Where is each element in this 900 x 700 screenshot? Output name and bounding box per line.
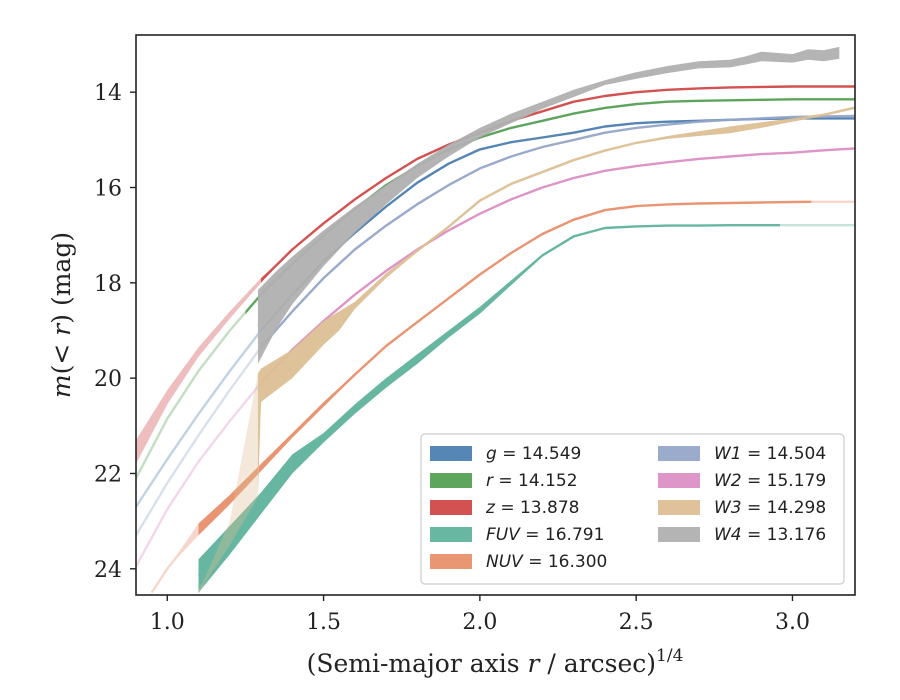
series-fuv <box>197 224 855 593</box>
series-fuv-band-faded <box>197 559 199 593</box>
series-r-band <box>245 98 855 315</box>
legend-item-w4: W4 = 13.176 <box>658 525 826 545</box>
series-w3 <box>197 106 855 594</box>
legend-item-fuv: FUV = 16.791 <box>430 525 604 545</box>
x-tick-label: 1.0 <box>150 610 185 635</box>
series-fuv-band <box>198 224 780 593</box>
y-tick-label: 14 <box>94 81 122 106</box>
series-nuv-band <box>198 200 812 536</box>
legend-swatch <box>658 527 700 542</box>
series-nuv <box>150 200 855 594</box>
x-axis-label: (Semi-major axis r / arcsec)1/4 <box>307 646 684 678</box>
legend-label: g = 14.549 <box>486 444 581 464</box>
legend-swatch <box>658 500 700 515</box>
legend-swatch <box>658 446 700 461</box>
series-w2-band-faded <box>136 381 262 567</box>
series-w1-band <box>261 114 855 350</box>
y-tick-label: 24 <box>94 558 122 583</box>
series-w4 <box>256 46 840 364</box>
series-layer <box>136 46 855 594</box>
y-axis: 14 16 18 20 22 24 <box>94 81 136 583</box>
legend-label: z = 13.878 <box>485 498 579 518</box>
y-tick-label: 20 <box>94 367 122 392</box>
legend-swatch <box>430 527 472 542</box>
legend-item-g: g = 14.549 <box>430 444 581 464</box>
series-w4-band-faded <box>256 289 258 364</box>
series-z-band-faded <box>136 278 262 464</box>
series-w4-band-faded <box>839 46 840 59</box>
x-tick-label: 1.5 <box>306 610 341 635</box>
series-r <box>136 98 855 479</box>
legend-item-w2: W2 = 15.179 <box>658 471 826 491</box>
legend-label: W1 = 14.504 <box>714 444 826 464</box>
series-w4-band <box>257 46 840 364</box>
series-w1-band-faded <box>136 345 262 537</box>
legend-item-w1: W1 = 14.504 <box>658 444 826 464</box>
legend-item-nuv: NUV = 16.300 <box>430 552 607 572</box>
legend-item-w3: W3 = 14.298 <box>658 498 826 518</box>
x-tick-label: 2.5 <box>619 610 654 635</box>
series-z-band <box>261 85 855 283</box>
legend-label: W2 = 15.179 <box>714 471 826 491</box>
series-g-band-faded <box>136 328 262 508</box>
y-tick-label: 18 <box>94 272 122 297</box>
y-tick-label: 22 <box>94 462 122 487</box>
series-w2-band <box>261 147 855 385</box>
legend-box <box>420 433 845 585</box>
y-tick-label: 16 <box>94 177 122 202</box>
series-w1 <box>136 114 855 537</box>
plot-frame <box>135 34 856 596</box>
series-w3-band-faded <box>197 373 258 594</box>
legend-label: r = 14.152 <box>486 471 578 491</box>
x-tick-label: 3.0 <box>775 610 810 635</box>
series-z <box>136 85 855 464</box>
y-axis-label: m(< r) (mag) <box>47 232 76 398</box>
legend-swatch <box>658 473 700 488</box>
x-tick-label: 2.0 <box>462 610 497 635</box>
legend-swatch <box>430 500 472 515</box>
series-z-band-faded <box>136 87 855 464</box>
legend-swatch <box>430 446 472 461</box>
legend-swatch <box>430 554 472 569</box>
series-w2 <box>136 147 855 567</box>
legend-item-z: z = 13.878 <box>430 498 579 518</box>
legend-label: W4 = 13.176 <box>714 525 826 545</box>
series-nuv-band-faded <box>150 523 199 594</box>
legend-label: W3 = 14.298 <box>714 498 826 518</box>
legend-label: NUV = 16.300 <box>486 552 607 572</box>
series-w3-band <box>257 106 855 497</box>
x-axis: 1.0 1.5 2.0 2.5 3.0 <box>150 595 810 635</box>
legend-item-r: r = 14.152 <box>430 471 578 491</box>
legend-label: FUV = 16.791 <box>486 525 604 545</box>
legend: g = 14.549 r = 14.152 z = 13.878 FUV = 16.7… <box>420 433 845 585</box>
legend-swatch <box>430 473 472 488</box>
